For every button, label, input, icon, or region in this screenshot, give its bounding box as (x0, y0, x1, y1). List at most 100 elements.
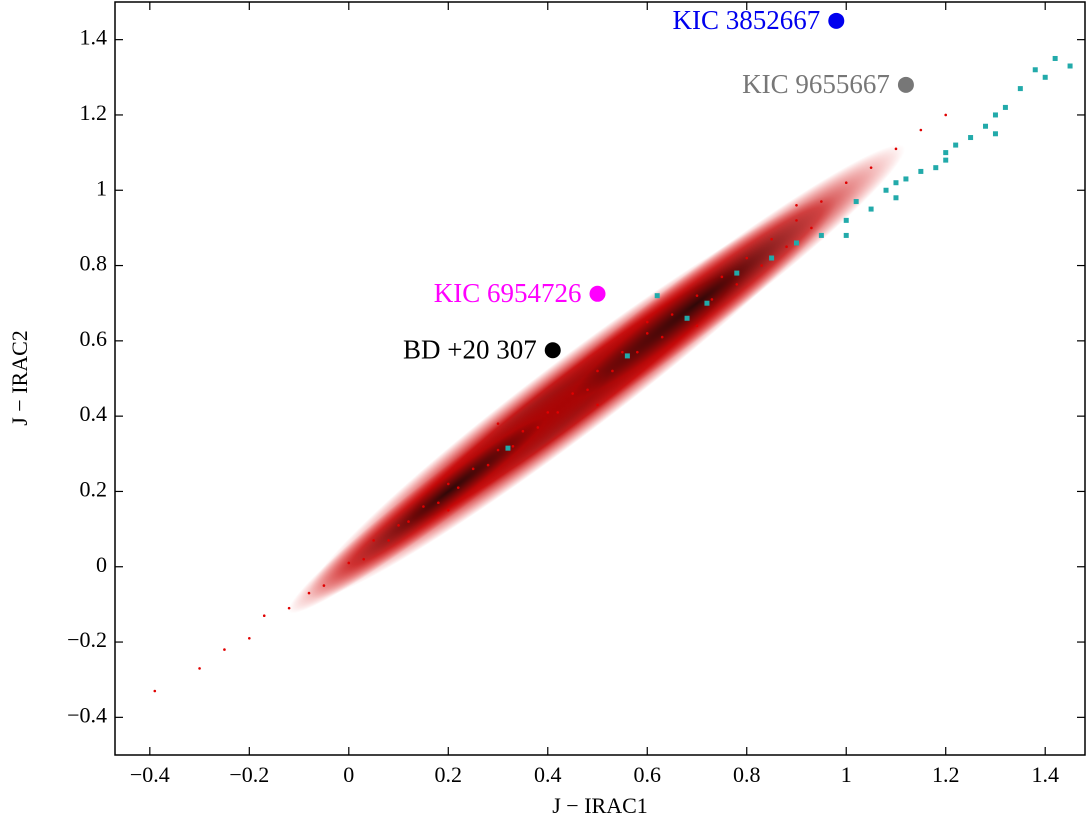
x-tick-label: 1.2 (932, 762, 960, 787)
point (556, 411, 560, 414)
point (710, 298, 714, 301)
point (992, 112, 998, 118)
point (397, 524, 400, 527)
x-tick-label: 0.6 (634, 762, 662, 787)
point (262, 614, 266, 617)
y-tick-label: 0.8 (80, 251, 108, 276)
point (153, 689, 157, 693)
point (918, 168, 924, 174)
point (919, 128, 923, 132)
point-label: KIC 3852667 (673, 5, 821, 35)
point (471, 467, 475, 471)
point (818, 232, 824, 238)
point (596, 369, 599, 373)
point (362, 557, 366, 561)
plot-frame (114, 1, 1086, 756)
point (868, 206, 874, 212)
point (953, 142, 959, 148)
y-tick-label: −0.2 (67, 627, 107, 652)
point-label: KIC 6954726 (434, 278, 582, 308)
point (645, 332, 649, 335)
point (843, 232, 849, 238)
point (1032, 67, 1038, 73)
point (446, 482, 450, 486)
point (893, 180, 899, 186)
y-tick-label: 0.4 (80, 401, 108, 426)
x-tick-label: 0.4 (534, 762, 562, 787)
point (407, 520, 410, 523)
point (347, 561, 351, 565)
point (248, 636, 251, 640)
point (734, 270, 740, 276)
x-tick-label: 0 (343, 762, 354, 787)
point (933, 165, 939, 171)
point (883, 187, 889, 193)
point (496, 422, 500, 425)
point (546, 411, 550, 414)
highlight-point (828, 12, 845, 29)
highlight-point (544, 342, 561, 359)
point (1002, 104, 1008, 110)
point (422, 505, 425, 508)
point (387, 539, 390, 542)
point (372, 539, 375, 542)
point (660, 335, 664, 339)
point (943, 157, 949, 163)
y-tick-label: 1.4 (80, 25, 108, 50)
point (869, 166, 873, 169)
point (684, 315, 690, 321)
highlight-point (589, 285, 606, 302)
x-tick-label: 1.4 (1031, 762, 1059, 787)
point (735, 283, 739, 286)
point (536, 426, 540, 429)
point (820, 200, 823, 203)
y-tick-label: 0.2 (80, 476, 108, 501)
point (621, 350, 624, 354)
point (1067, 63, 1073, 69)
point (437, 501, 440, 505)
point (853, 199, 859, 205)
point (624, 353, 630, 359)
point (446, 508, 450, 512)
point-label: BD +20 307 (403, 334, 537, 364)
point (611, 369, 614, 373)
point (795, 204, 798, 207)
x-axis-label: J − IRAC1 (552, 793, 648, 818)
point (770, 237, 773, 241)
y-axis-label: J − IRAC2 (7, 330, 32, 426)
point (695, 324, 699, 328)
point (893, 195, 899, 201)
point (810, 226, 813, 230)
point (944, 113, 948, 117)
point (571, 392, 574, 395)
point (586, 388, 589, 392)
point (793, 240, 799, 246)
point (843, 217, 849, 223)
point (769, 255, 775, 261)
point (636, 350, 639, 354)
x-tick-label: 1 (841, 762, 852, 787)
point (223, 648, 226, 651)
point (745, 256, 749, 260)
point (456, 486, 460, 489)
point (992, 131, 998, 137)
point (511, 444, 515, 448)
point-label: KIC 9655667 (742, 69, 890, 99)
highlight-point (897, 76, 914, 93)
point (322, 584, 326, 587)
y-tick-label: 1.2 (80, 100, 108, 125)
point (1017, 86, 1023, 92)
point (785, 245, 788, 249)
x-tick-label: −0.2 (229, 762, 269, 787)
point (307, 591, 311, 595)
point (486, 463, 490, 467)
point (198, 667, 201, 670)
point (645, 320, 649, 324)
point (844, 181, 848, 185)
x-tick-label: 0.2 (435, 762, 463, 787)
point (505, 445, 511, 451)
y-tick-label: 1 (96, 175, 107, 200)
density-cloud (288, 144, 906, 614)
point (287, 606, 291, 610)
